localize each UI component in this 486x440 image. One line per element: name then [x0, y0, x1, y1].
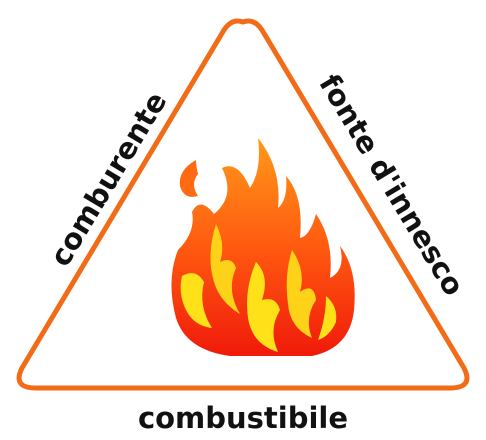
label-left: comburente: [43, 86, 174, 272]
fire-triangle-diagram: comburente fonte d'innesco combustibile: [0, 0, 486, 440]
label-right: fonte d'innesco: [312, 68, 471, 301]
flame: [171, 138, 354, 356]
label-bottom: combustibile: [138, 401, 348, 435]
